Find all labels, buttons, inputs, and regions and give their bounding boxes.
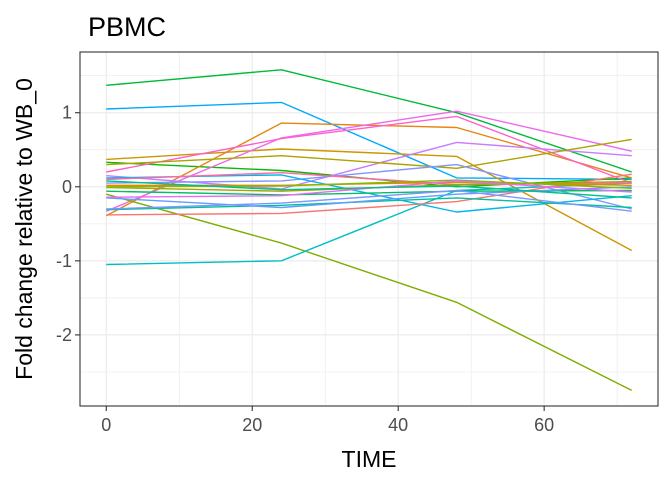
series-line-6 (106, 110, 632, 212)
series-line-5 (105, 122, 632, 217)
x-tick-label: 40 (388, 415, 408, 435)
y-tick-label: -2 (56, 325, 72, 345)
y-tick-label: 1 (62, 103, 72, 123)
series-line-1 (106, 69, 632, 173)
plot-border (79, 51, 659, 407)
x-tick-label: 20 (242, 415, 262, 435)
series-line-24 (106, 180, 632, 199)
series-line-11 (106, 138, 632, 170)
series-line-22 (106, 179, 632, 189)
series-line-14 (106, 173, 632, 216)
series-line-20 (106, 189, 632, 212)
y-axis-title: Fold change relative to WB_0 (11, 78, 37, 380)
series-line-15 (106, 197, 632, 211)
x-axis: 0 20 40 60 (101, 406, 554, 435)
x-tick-label: 60 (534, 415, 554, 435)
x-tick-label: 0 (101, 415, 111, 435)
series-line-2 (106, 101, 632, 181)
x-axis-title: TIME (342, 446, 397, 472)
y-tick-label: 0 (62, 177, 72, 197)
series-line-19 (106, 186, 632, 209)
series-line-9 (106, 193, 633, 392)
chart-title: PBMC (88, 12, 166, 42)
series-lines (105, 69, 633, 392)
plot-panel (80, 52, 658, 406)
y-tick-label: -1 (56, 251, 72, 271)
grid-minor (80, 52, 658, 406)
y-axis: -2 -1 0 1 (56, 103, 80, 345)
